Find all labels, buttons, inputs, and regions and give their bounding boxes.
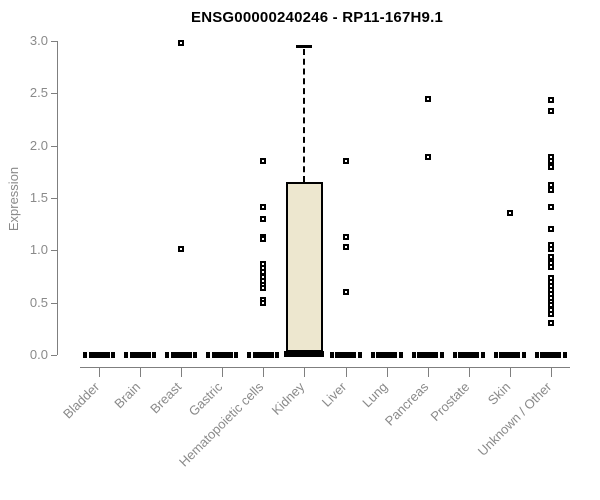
whisker-cap-gap: [150, 352, 153, 358]
outlier-point: [547, 226, 554, 233]
outlier-point: [342, 233, 349, 240]
whisker-cap-gap: [456, 352, 459, 358]
whisker-cap-gap: [538, 352, 541, 358]
y-axis-tick: [51, 93, 57, 95]
box: [285, 182, 323, 352]
x-axis-tick: [468, 368, 470, 377]
whisker-cap-gap: [109, 352, 111, 358]
x-axis-tick: [345, 368, 347, 377]
whisker-cap-gap: [479, 352, 481, 358]
whisker-cap-gap: [128, 352, 130, 358]
outlier-point: [342, 244, 349, 251]
y-axis-tick: [51, 250, 57, 252]
x-axis-tick: [181, 368, 183, 377]
whisker-cap-gap: [273, 352, 276, 358]
outlier-point: [260, 158, 267, 165]
upper-whisker: [303, 49, 306, 183]
y-axis-tick: [51, 41, 57, 42]
whisker-cap-gap: [497, 352, 500, 358]
x-axis-tick: [550, 368, 552, 377]
y-axis-tick-label: 0.5: [29, 294, 48, 310]
x-axis-line: [80, 367, 570, 368]
boxplot-collapsed: [534, 352, 567, 358]
boxplot-collapsed: [165, 352, 198, 358]
outlier-point: [547, 253, 554, 260]
outlier-point: [342, 289, 349, 296]
whisker-cap-gap: [415, 352, 418, 358]
whisker-cap: [296, 45, 313, 49]
outlier-point: [547, 96, 554, 103]
outlier-point: [547, 186, 554, 193]
y-axis-tick-label: 3.0: [29, 33, 48, 48]
x-axis-tick: [99, 368, 100, 377]
x-axis-tick: [304, 368, 306, 377]
outlier-point: [260, 215, 267, 222]
whisker-cap-gap: [520, 352, 522, 358]
whisker-cap-gap: [333, 352, 336, 358]
y-axis-tick-label: 1.5: [29, 190, 48, 205]
y-axis-tick-label: 0.0: [29, 347, 48, 362]
whisker-cap-gap: [169, 352, 171, 358]
y-axis-tick: [51, 355, 57, 356]
x-axis-tick: [427, 368, 429, 377]
outlier-point: [178, 40, 185, 47]
y-axis-tick: [51, 145, 57, 147]
y-axis-tick-label: 1.0: [29, 242, 48, 258]
whisker-cap-gap: [210, 352, 212, 358]
whisker-cap-gap: [191, 352, 194, 358]
x-axis-tick: [222, 368, 224, 377]
whisker-cap-gap: [561, 352, 563, 358]
outlier-point: [260, 285, 267, 291]
whisker-cap-gap: [438, 352, 440, 358]
whisker-cap-gap: [397, 352, 399, 358]
whisker-cap-gap: [356, 352, 358, 358]
outlier-point: [547, 158, 554, 165]
x-axis-tick: [263, 368, 265, 377]
boxplot-collapsed: [452, 352, 485, 358]
outlier-point: [547, 108, 554, 115]
whisker-cap-gap: [232, 352, 235, 358]
outlier-point: [547, 246, 554, 253]
outlier-point: [260, 235, 267, 242]
outlier-point: [424, 154, 431, 161]
whisker-cap-gap: [251, 352, 253, 358]
boxplot-collapsed: [493, 352, 526, 358]
y-axis-tick-label: 2.0: [29, 137, 48, 153]
boxplot-collapsed: [370, 352, 403, 358]
whisker-cap-gap: [87, 352, 89, 358]
y-axis-tick-label: 2.5: [29, 85, 48, 101]
chart-title: ENSG00000240246 - RP11-167H9.1: [190, 9, 443, 26]
outlier-point: [506, 209, 513, 216]
y-axis-tick: [51, 198, 57, 199]
boxplot-collapsed: [83, 352, 115, 358]
outlier-point: [547, 204, 554, 211]
outlier-point: [547, 163, 554, 170]
boxplot-collapsed: [247, 352, 280, 358]
outlier-point: [178, 246, 185, 253]
boxplot-collapsed: [206, 352, 239, 358]
outlier-point: [547, 319, 554, 326]
outlier-point: [547, 311, 554, 318]
y-axis-line: [57, 41, 58, 355]
outlier-point: [424, 95, 431, 102]
x-axis-tick: [140, 368, 142, 377]
outlier-point: [547, 301, 554, 308]
outlier-point: [260, 299, 267, 306]
x-axis-tick: [509, 368, 511, 377]
boxplot-collapsed: [411, 352, 444, 358]
outlier-point: [547, 264, 554, 271]
y-axis-tick: [51, 302, 57, 304]
whisker-cap-gap: [374, 352, 377, 358]
x-axis-tick: [386, 368, 388, 377]
outlier-point: [260, 204, 267, 211]
boxplot-collapsed: [329, 352, 362, 358]
outlier-point: [342, 158, 349, 165]
boxplot-collapsed: [124, 352, 157, 358]
median-line: [284, 350, 325, 357]
